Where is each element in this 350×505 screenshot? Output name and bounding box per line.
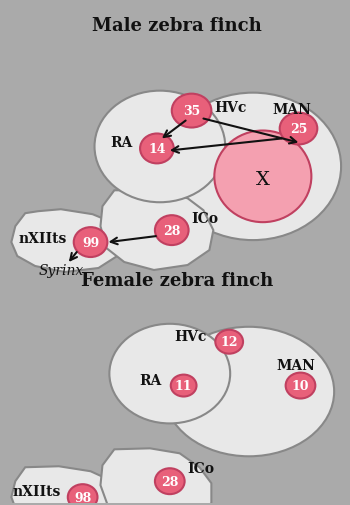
Polygon shape bbox=[11, 210, 124, 272]
Text: MAN: MAN bbox=[277, 358, 316, 372]
Ellipse shape bbox=[165, 93, 341, 240]
Text: 12: 12 bbox=[220, 335, 238, 348]
Ellipse shape bbox=[280, 113, 317, 145]
Text: ICo: ICo bbox=[191, 212, 218, 226]
Text: HVc: HVc bbox=[174, 329, 206, 343]
Ellipse shape bbox=[94, 91, 225, 203]
Ellipse shape bbox=[164, 327, 334, 457]
Ellipse shape bbox=[214, 131, 312, 223]
Ellipse shape bbox=[110, 324, 230, 424]
Polygon shape bbox=[100, 448, 211, 505]
Ellipse shape bbox=[286, 373, 315, 399]
Text: nXIIts: nXIIts bbox=[13, 484, 61, 498]
Ellipse shape bbox=[171, 375, 196, 397]
Ellipse shape bbox=[74, 228, 107, 258]
Text: RA: RA bbox=[110, 136, 132, 150]
Text: 28: 28 bbox=[163, 224, 181, 237]
Text: nXIIts: nXIIts bbox=[19, 232, 67, 245]
Text: 14: 14 bbox=[148, 142, 166, 156]
Text: 35: 35 bbox=[183, 105, 200, 118]
Text: Female zebra finch: Female zebra finch bbox=[80, 271, 273, 289]
Ellipse shape bbox=[140, 134, 174, 164]
Text: RA: RA bbox=[140, 373, 162, 387]
Text: Syrinx: Syrinx bbox=[39, 264, 84, 277]
Text: 28: 28 bbox=[161, 475, 178, 488]
Text: 99: 99 bbox=[82, 236, 99, 249]
Polygon shape bbox=[11, 466, 122, 505]
Ellipse shape bbox=[215, 330, 243, 354]
Ellipse shape bbox=[172, 94, 211, 128]
Ellipse shape bbox=[68, 484, 98, 505]
Text: 25: 25 bbox=[290, 123, 307, 136]
Ellipse shape bbox=[155, 468, 185, 494]
Text: Male zebra finch: Male zebra finch bbox=[92, 17, 261, 35]
Ellipse shape bbox=[155, 216, 189, 245]
Polygon shape bbox=[100, 191, 214, 271]
Text: ICo: ICo bbox=[188, 462, 215, 475]
Text: 98: 98 bbox=[74, 491, 91, 503]
Text: MAN: MAN bbox=[273, 103, 312, 116]
Text: 10: 10 bbox=[292, 379, 309, 392]
Text: X: X bbox=[256, 171, 270, 189]
Text: HVc: HVc bbox=[214, 100, 247, 114]
Text: 11: 11 bbox=[175, 379, 192, 392]
